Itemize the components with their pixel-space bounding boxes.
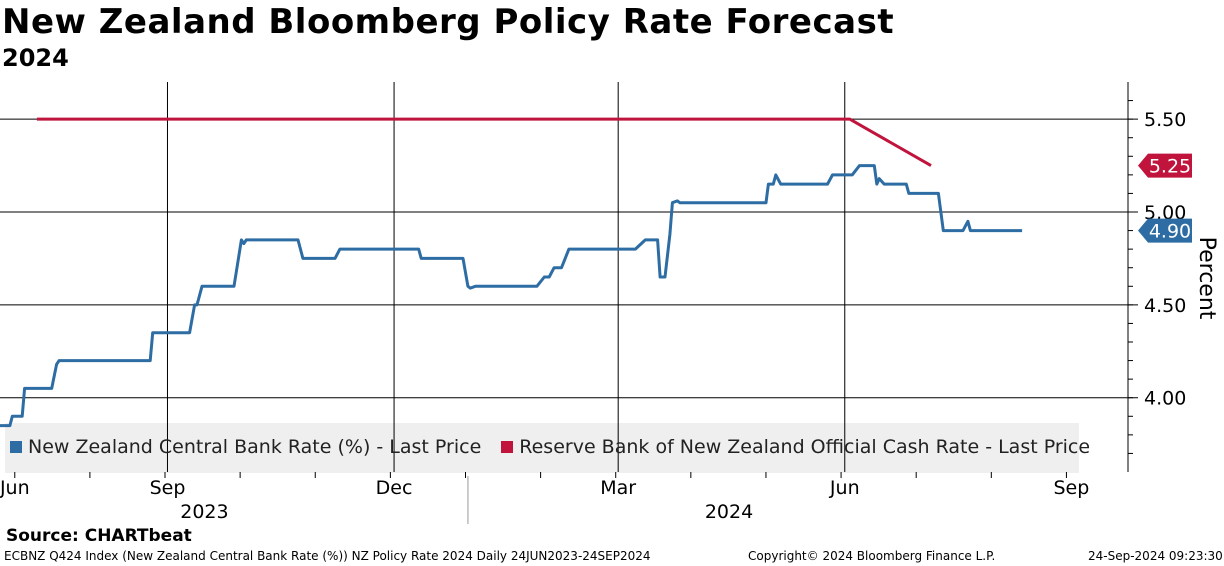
legend-label-official-cash-rate: Reserve Bank of New Zealand Official Cas… <box>519 436 1091 458</box>
footer-timestamp: 24-Sep-2024 09:23:30 <box>1088 549 1223 563</box>
legend-item-official-cash-rate[interactable]: Reserve Bank of New Zealand Official Cas… <box>501 436 1090 458</box>
legend: New Zealand Central Bank Rate (%) - Last… <box>10 436 1110 458</box>
series-line-central-bank-rate <box>0 164 1023 428</box>
y-tick-label: 5.00 <box>1144 202 1186 224</box>
chart-title: New Zealand Bloomberg Policy Rate Foreca… <box>2 2 895 42</box>
legend-label-central-bank-rate: New Zealand Central Bank Rate (%) - Last… <box>28 436 482 458</box>
series-layer <box>0 117 1023 428</box>
chart-subtitle: 2024 <box>2 44 69 72</box>
source-label: Source: CHARTbeat <box>6 526 192 546</box>
legend-background <box>5 423 1079 473</box>
y-axis-title: Percent <box>1194 237 1219 320</box>
last-value-tag-red <box>1138 153 1192 178</box>
x-tick-label: Mar <box>600 477 636 499</box>
legend-item-central-bank-rate[interactable]: New Zealand Central Bank Rate (%) - Last… <box>10 436 481 458</box>
x-tick-label: Sep <box>150 477 186 499</box>
last-value-label-red: 5.25 <box>1149 156 1191 178</box>
x-tick-label: Sep <box>1053 477 1089 499</box>
legend-swatch-red <box>501 441 514 453</box>
legend-swatch-blue <box>10 441 22 453</box>
footer-copyright: Copyright© 2024 Bloomberg Finance L.P. <box>748 549 996 563</box>
x-tick-label: Jun <box>829 477 860 499</box>
series-line-official-cash-rate <box>36 117 932 167</box>
footer-ticker-info: ECBNZ Q424 Index (New Zealand Central Ba… <box>4 549 651 563</box>
grid-layer <box>0 82 1138 472</box>
x-tick-label: Jun <box>0 477 30 499</box>
x-year-label: 2024 <box>705 501 753 523</box>
y-tick-label: 5.50 <box>1144 109 1186 131</box>
last-value-label-blue: 4.90 <box>1149 221 1191 243</box>
x-tick-label: Dec <box>376 477 413 499</box>
y-tick-label: 4.00 <box>1144 388 1186 410</box>
y-tick-label: 4.50 <box>1144 295 1186 317</box>
last-value-tag-blue <box>1138 218 1192 243</box>
x-year-label: 2023 <box>180 501 228 523</box>
